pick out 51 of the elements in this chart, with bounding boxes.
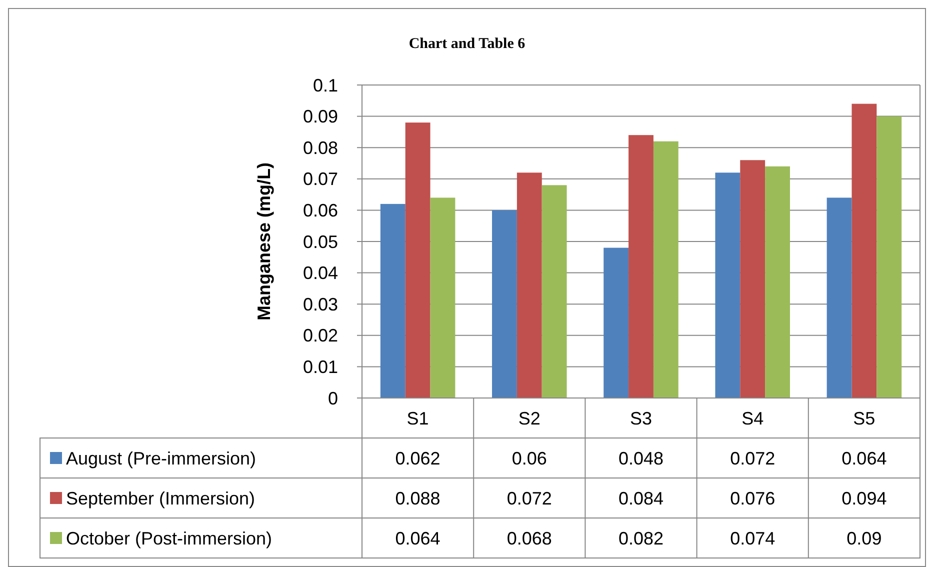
data-label: 0.064 <box>395 528 440 548</box>
x-tick-label: S5 <box>853 408 876 428</box>
bar <box>826 198 852 398</box>
y-tick-label: 0.02 <box>302 326 338 346</box>
y-tick-label: 0.09 <box>302 106 338 127</box>
y-tick-label: 0 <box>328 388 338 408</box>
y-axis-title: Manganese (mg/L) <box>254 162 274 321</box>
data-label: 0.088 <box>395 488 440 508</box>
data-label: 0.09 <box>846 528 882 548</box>
data-label: 0.072 <box>506 488 552 508</box>
bar <box>852 104 877 398</box>
x-tick-label: S1 <box>406 408 429 428</box>
bar <box>740 160 766 398</box>
data-label: 0.068 <box>506 528 552 548</box>
bar <box>653 141 678 398</box>
y-tick-label: 0.1 <box>312 75 338 96</box>
bar <box>492 210 517 398</box>
data-label: 0.048 <box>618 448 664 468</box>
data-label: 0.084 <box>618 488 664 508</box>
bar <box>715 172 740 398</box>
bar <box>542 185 567 398</box>
data-label: 0.094 <box>842 488 887 508</box>
legend-label: August (Pre-immersion) <box>66 448 256 468</box>
bar <box>430 198 456 398</box>
legend-label: September (Immersion) <box>66 488 256 508</box>
bar <box>380 204 406 398</box>
bar <box>405 122 430 398</box>
y-tick-label: 0.04 <box>302 263 338 284</box>
bar <box>628 135 654 398</box>
y-tick-label: 0.03 <box>302 294 338 314</box>
y-tick-label: 0.05 <box>302 232 338 252</box>
data-label: 0.072 <box>730 448 776 468</box>
data-label: 0.062 <box>395 448 440 468</box>
y-tick-label: 0.07 <box>302 169 338 190</box>
data-label: 0.074 <box>730 528 776 548</box>
data-label: 0.06 <box>512 448 547 468</box>
bar <box>765 166 790 398</box>
bar <box>516 172 542 398</box>
x-tick-label: S3 <box>630 408 652 428</box>
bar <box>876 116 902 398</box>
bar <box>604 248 629 398</box>
data-label: 0.076 <box>730 488 776 508</box>
y-tick-label: 0.06 <box>302 200 338 220</box>
chart-title: Chart and Table 6 <box>408 36 526 52</box>
y-tick-label: 0.01 <box>302 357 338 377</box>
x-tick-label: S2 <box>518 408 540 428</box>
data-label: 0.064 <box>842 448 887 468</box>
legend-label: October (Post-immersion) <box>66 528 272 548</box>
data-label: 0.082 <box>618 528 664 548</box>
y-tick-label: 0.08 <box>302 138 338 158</box>
x-tick-label: S4 <box>742 408 764 428</box>
